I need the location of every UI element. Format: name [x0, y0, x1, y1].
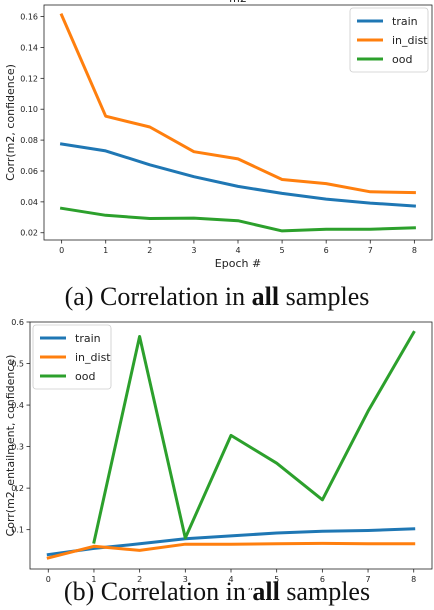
chart2-ylabel: Corr(m2_entailment, confidence) [4, 355, 17, 537]
chart1-xlabel: Epoch # [215, 257, 261, 270]
chart-all-samples: m2 0 1 2 3 4 5 6 7 8 0.02 0.04 0.06 0.08 0.10 0.12 0.14 0… [4, 0, 433, 270]
chart2-ytick-label: 0.2 [11, 484, 24, 493]
chart2-xlabel: Epoch # [208, 586, 254, 590]
chart2-ytick-label: 0.4 [11, 401, 24, 410]
chart1-legend-label-ood: ood [392, 53, 412, 66]
chart2-series-train-line [46, 527, 416, 557]
chart2-xtick-label: 3 [183, 575, 188, 584]
chart1-ylabel: Corr(m2, confidence) [4, 64, 17, 181]
chart2-xtick-label: 2 [137, 575, 142, 584]
chart1-frame [43, 4, 433, 241]
chart1-ytick-label: 0.02 [20, 229, 38, 238]
chart1-xtick-label: 2 [147, 246, 152, 255]
chart2-legend-box [32, 324, 112, 390]
chart1-xtick-label: 7 [368, 246, 373, 255]
chart1-xtick-label: 5 [280, 246, 285, 255]
chart2-legend-label-train: train [75, 332, 101, 345]
chart1-ytick-label: 0.10 [20, 105, 38, 114]
chart1-legend-box [349, 7, 429, 73]
caption-b: (b) Correlation in all samples [0, 577, 434, 607]
caption-b-bold: all [252, 577, 280, 606]
chart2-xtick-label: 5 [274, 575, 279, 584]
caption-a-prefix: (a) Correlation in [64, 282, 252, 311]
chart2-series-in_dist-line [46, 541, 416, 560]
chart1-series-train-line [59, 142, 416, 208]
chart2-ytick-label: 0.1 [11, 526, 24, 535]
chart1-series-ood-line [59, 206, 416, 233]
chart1-title: m2 [229, 0, 247, 5]
chart2-xtick-label: 6 [320, 575, 325, 584]
chart1-xtick-label: 3 [191, 246, 196, 255]
chart1-ytick-label: 0.06 [20, 167, 38, 176]
chart1-xtick-label: 1 [103, 246, 108, 255]
caption-a-bold: all [251, 282, 280, 311]
chart1-xtick-label: 0 [59, 246, 64, 255]
chart1-xtick-label: 8 [412, 246, 417, 255]
caption-b-prefix: (b) Correlation in [63, 577, 253, 606]
chart1-ytick-label: 0.04 [20, 198, 38, 207]
chart1-ytick-label: 0.08 [20, 136, 38, 145]
chart2-legend-label-in_dist: in_dist [75, 351, 111, 364]
chart2-ytick-label: 0.3 [11, 443, 24, 452]
chart1-legend-label-train: train [392, 15, 418, 28]
chart2-xtick-label: 8 [411, 575, 416, 584]
chart1-ytick-label: 0.12 [20, 74, 38, 83]
chart2-xtick-label: 1 [91, 575, 96, 584]
chart2-series-ood-line [92, 330, 416, 544]
chart1-xtick-label: 6 [324, 246, 329, 255]
chart-entailment: 0 1 2 3 4 5 6 7 8 0.1 0.2 0.3 0.4 0.5 0.6 Epoch # Corr(m… [4, 318, 433, 590]
chart1-ytick-label: 0.16 [20, 13, 38, 22]
chart1-xtick-label: 4 [235, 246, 240, 255]
chart1-series-in_dist-line [59, 13, 416, 195]
chart2-ytick-label: 0.5 [11, 360, 24, 369]
chart2-xtick-label: 4 [228, 575, 233, 584]
caption-a-suffix: samples [279, 282, 370, 311]
chart2-xtick-label: 0 [46, 575, 51, 584]
chart2-ytick-label: 0.6 [11, 318, 24, 327]
caption-b-suffix: samples [279, 577, 371, 606]
chart2-plot-area [46, 330, 416, 560]
caption-a: (a) Correlation in all samples [0, 282, 434, 312]
chart2-frame [29, 321, 433, 570]
chart2-xtick-label: 7 [365, 575, 370, 584]
chart1-ytick-label: 0.14 [20, 43, 38, 52]
chart1-legend-label-in_dist: in_dist [392, 34, 428, 47]
chart1-plot-area [59, 13, 416, 233]
chart2-legend-label-ood: ood [75, 370, 95, 383]
